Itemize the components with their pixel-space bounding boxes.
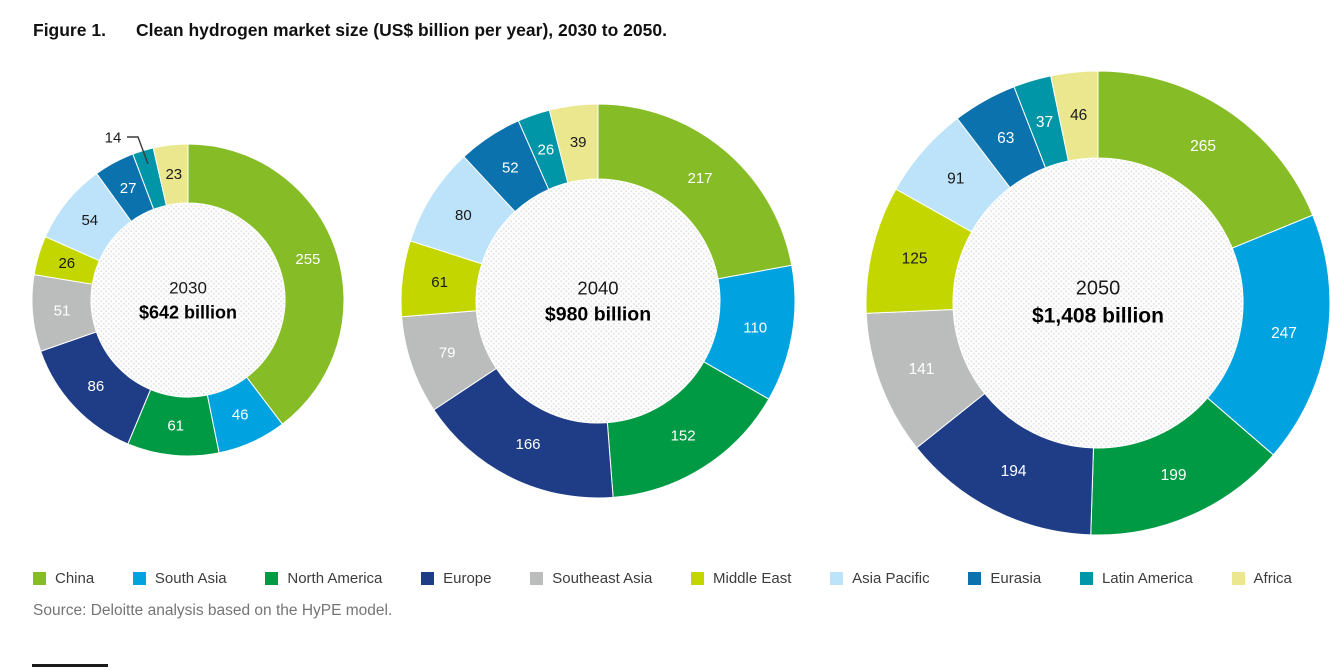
slice-value-label: 39 xyxy=(570,134,587,151)
legend-item-middle-east: Middle East xyxy=(691,570,791,587)
legend-swatch-icon xyxy=(265,572,279,585)
slice-value-label: 91 xyxy=(947,171,964,188)
donut-year-2050: 2050 xyxy=(1075,277,1121,300)
donut-hole-2050 xyxy=(953,158,1243,448)
legend-item-north-america: North America xyxy=(265,570,382,587)
figure-title-text: Clean hydrogen market size (US$ billion … xyxy=(135,20,667,40)
slice-value-label: 52 xyxy=(502,159,519,176)
legend-item-asia-pacific: Asia Pacific xyxy=(830,570,930,587)
legend-label: Latin America xyxy=(1101,570,1193,587)
donut-center-2050: 2050 $1,408 billion xyxy=(1032,275,1164,330)
slice-value-label: 265 xyxy=(1190,138,1216,155)
legend-label: Eurasia xyxy=(990,570,1042,587)
slice-value-label: 27 xyxy=(120,180,137,197)
slice-value-label: 46 xyxy=(232,407,249,424)
slice-value-label: 166 xyxy=(515,436,540,453)
slice-value-label: 255 xyxy=(295,251,320,268)
donut-total-2050: $1,408 billion xyxy=(1032,304,1164,328)
slice-value-label: 86 xyxy=(88,378,105,395)
legend-item-europe: Europe xyxy=(421,570,492,587)
donut-total-2040: $980 billion xyxy=(544,303,652,326)
legend-swatch-icon xyxy=(33,572,46,585)
figure-number: Figure 1. xyxy=(33,20,106,40)
slice-south-asia-2050 xyxy=(1206,214,1330,456)
slice-value-label: 152 xyxy=(671,427,696,444)
slice-value-label: 23 xyxy=(165,166,182,183)
slice-value-label: 54 xyxy=(81,212,98,229)
slice-value-label: 61 xyxy=(167,417,184,434)
donut-2030: 255 46 61 86 51 26 54 27 14 23 xyxy=(31,130,345,457)
slice-value-label: 80 xyxy=(455,207,472,224)
slice-value-label: 247 xyxy=(1271,325,1297,342)
slice-value-label: 37 xyxy=(1036,114,1053,131)
legend-item-south-asia: South Asia xyxy=(132,570,227,587)
donut-center-2040: 2040 $980 billion xyxy=(545,276,651,327)
legend-swatch-icon xyxy=(691,572,705,585)
legend-label: Europe xyxy=(443,570,492,587)
slice-value-label: 217 xyxy=(687,170,712,187)
donut-total-2030: $642 billion xyxy=(138,302,238,323)
legend-swatch-icon xyxy=(968,572,982,585)
legend-swatch-icon xyxy=(1079,572,1093,585)
slice-china-2030 xyxy=(187,143,345,425)
bottom-rule xyxy=(32,664,108,667)
slice-value-label: 194 xyxy=(1001,463,1027,480)
legend-item-latin-america: Latin America xyxy=(1079,570,1193,587)
slice-value-callout-2030: 14 xyxy=(105,130,122,147)
legend-label: China xyxy=(55,570,95,587)
donut-hole-2040 xyxy=(476,179,720,423)
slice-africa-2050 xyxy=(1050,70,1099,162)
slice-value-label: 79 xyxy=(439,345,456,362)
legend-label: South Asia xyxy=(154,570,227,587)
legend-item-southeast-asia: Southeast Asia xyxy=(530,570,652,587)
slice-value-label: 110 xyxy=(743,319,767,336)
legend: China South Asia North America Europe Southe… xyxy=(33,570,1292,587)
legend-swatch-icon xyxy=(530,572,544,585)
legend-swatch-icon xyxy=(830,572,844,585)
legend-label: Asia Pacific xyxy=(852,570,930,587)
donut-year-2030: 2030 xyxy=(169,278,207,298)
callout-line-2030 xyxy=(127,136,149,165)
legend-swatch-icon xyxy=(421,572,435,585)
slice-value-label: 26 xyxy=(58,255,75,272)
legend-swatch-icon xyxy=(1231,572,1245,585)
figure-title: Figure 1. Clean hydrogen market size (US$… xyxy=(33,20,667,41)
donut-2040: 217 110 152 166 79 61 80 52 26 39 xyxy=(400,103,796,499)
slice-value-label: 61 xyxy=(431,274,448,291)
slice-china-2040 xyxy=(597,103,793,280)
slice-value-label: 199 xyxy=(1161,467,1187,484)
donut-center-2030: 2030 $642 billion xyxy=(139,277,237,324)
legend-item-china: China xyxy=(33,570,94,587)
legend-label: North America xyxy=(287,570,383,587)
slice-value-label: 141 xyxy=(909,361,935,378)
donut-year-2040: 2040 xyxy=(577,277,619,299)
donut-2050: 265 247 199 194 141 125 91 63 37 46 xyxy=(865,70,1330,536)
slice-africa-2030 xyxy=(152,143,189,207)
legend-item-eurasia: Eurasia xyxy=(968,570,1041,587)
source-note: Source: Deloitte analysis based on the H… xyxy=(33,602,393,619)
slice-africa-2040 xyxy=(548,103,599,184)
slice-value-label: 46 xyxy=(1070,107,1087,124)
legend-label: Middle East xyxy=(713,570,792,587)
slice-value-label: 63 xyxy=(997,130,1014,147)
slice-value-label: 51 xyxy=(54,302,71,319)
legend-label: Southeast Asia xyxy=(552,570,653,587)
slice-value-label: 125 xyxy=(902,251,928,268)
slice-value-label: 26 xyxy=(538,142,555,159)
donut-hole-2030 xyxy=(91,203,285,397)
legend-swatch-icon xyxy=(132,572,146,585)
legend-item-africa: Africa xyxy=(1231,570,1292,587)
legend-label: Africa xyxy=(1253,570,1292,587)
